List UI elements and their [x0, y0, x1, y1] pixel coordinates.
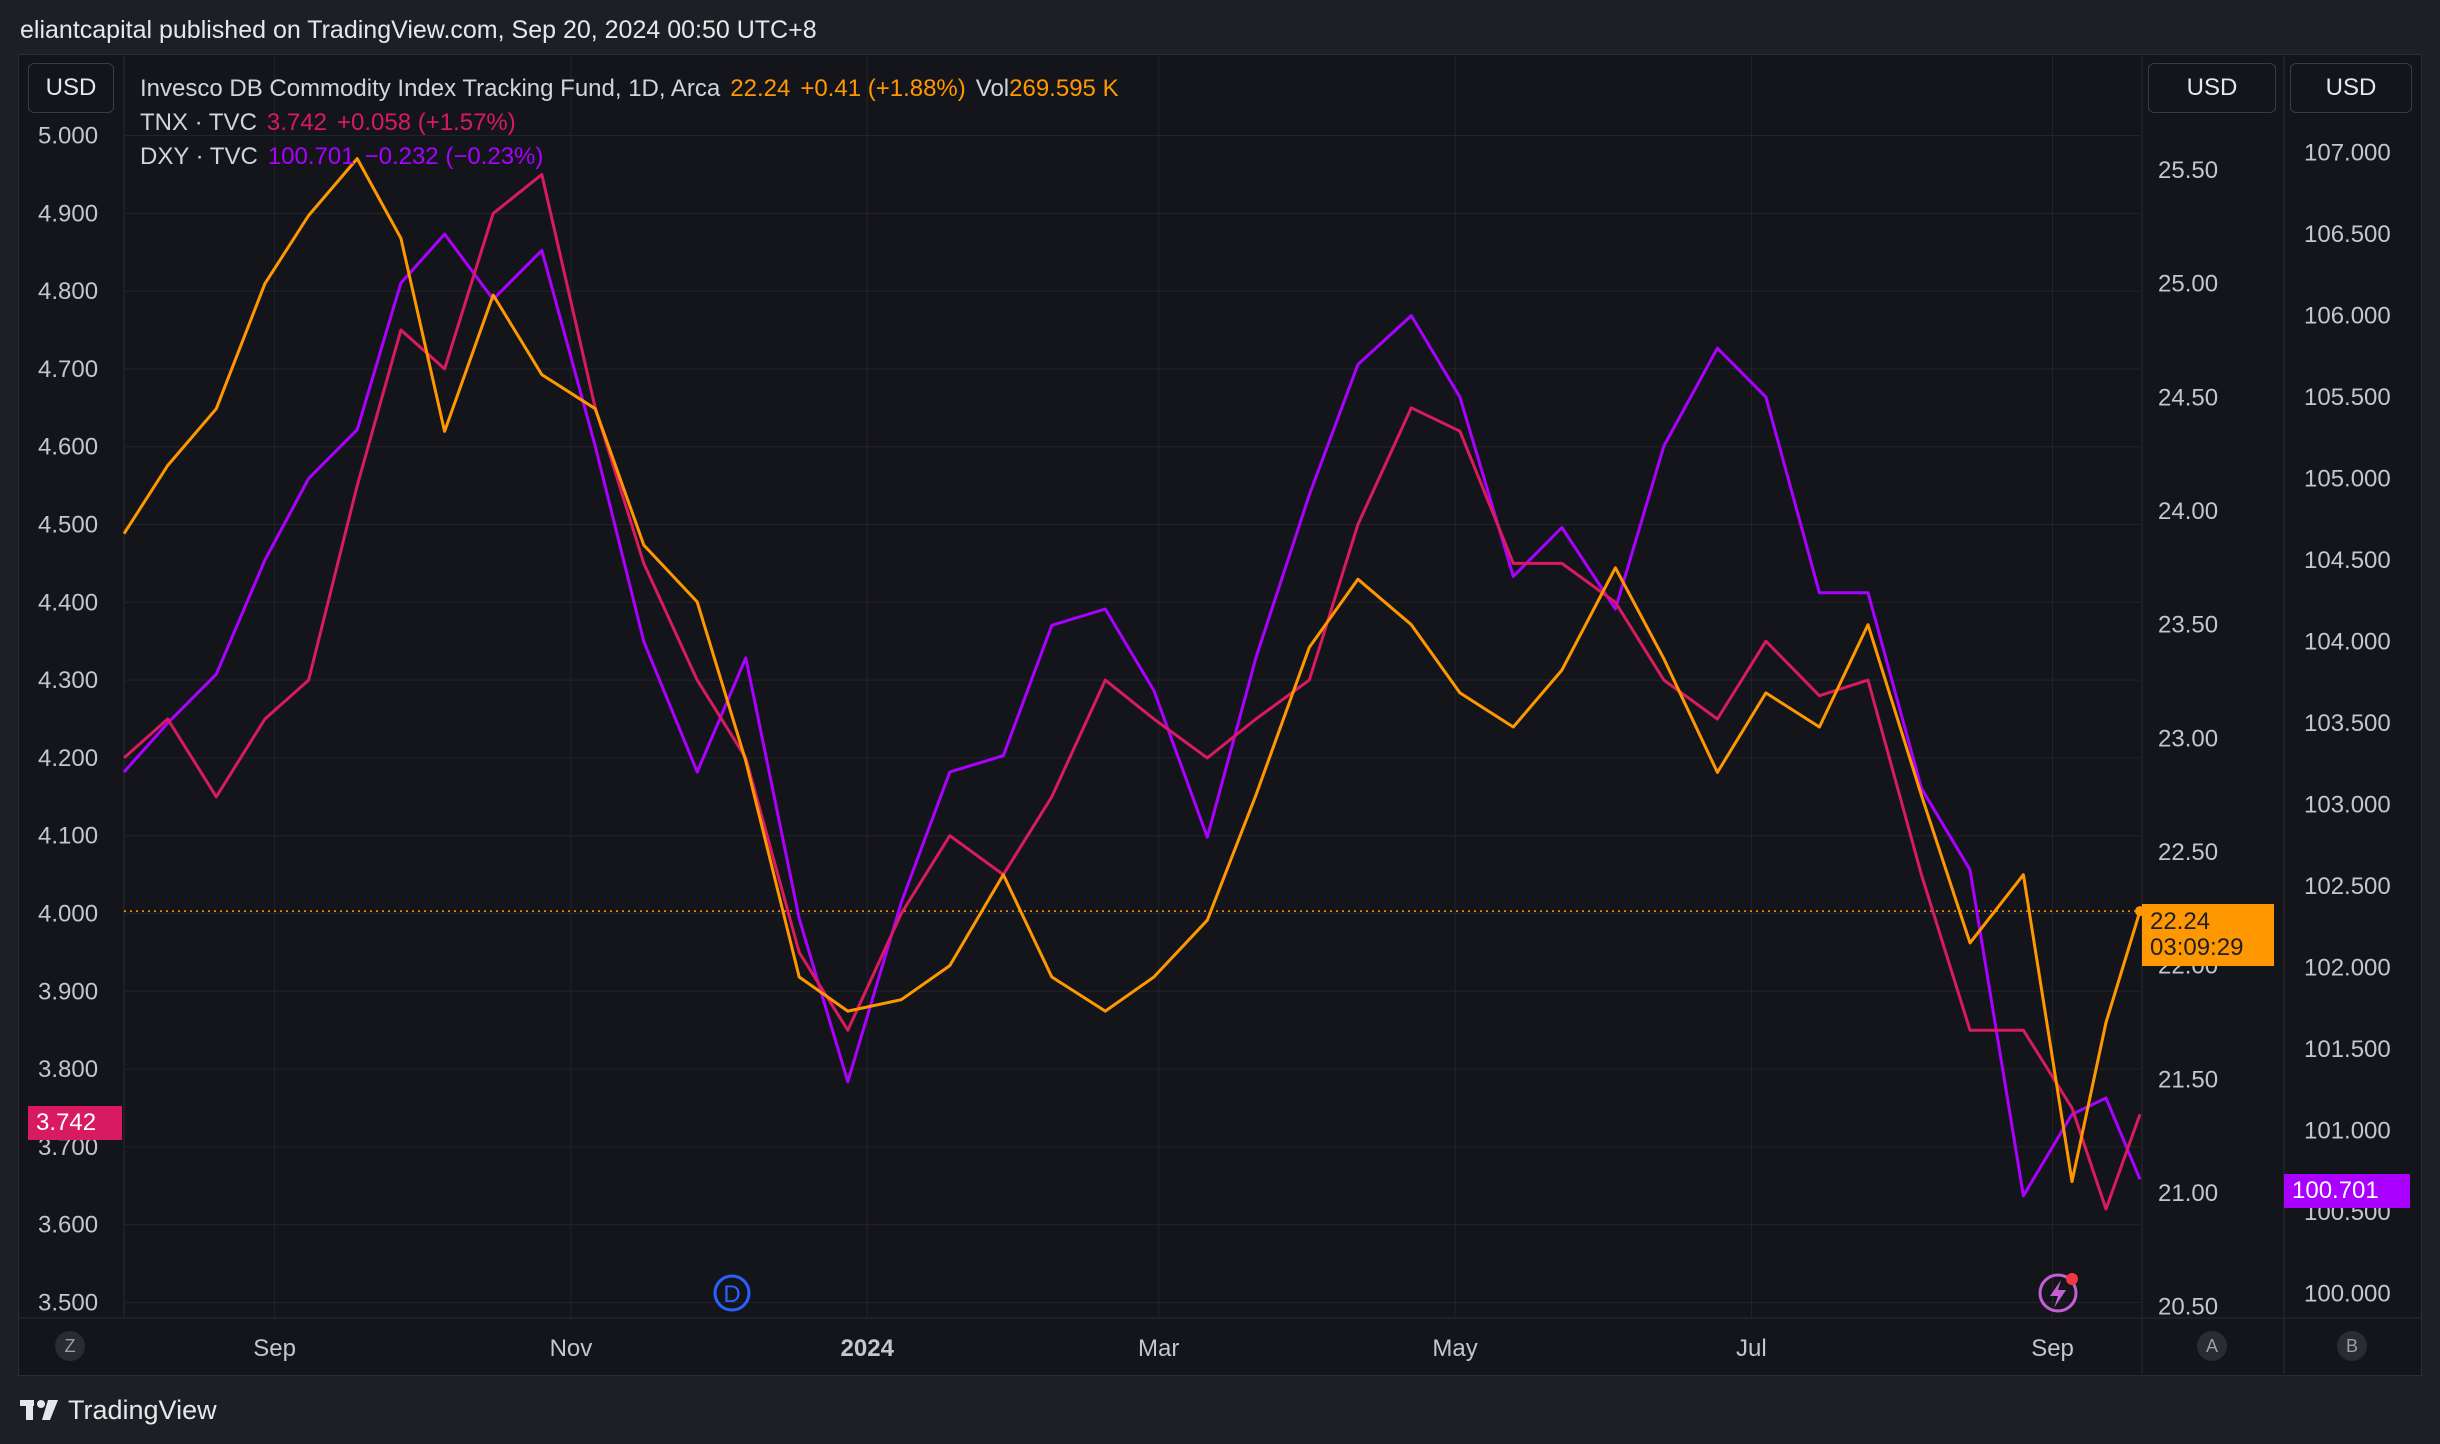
right-axis-1-tick-label: 22.50 — [2158, 839, 2218, 866]
right-axis-1-tick-label: 20.50 — [2158, 1294, 2218, 1321]
legend-dbc-name: Invesco DB Commodity Index Tracking Fund… — [140, 75, 721, 102]
legend-dxy-price: 100.701 — [267, 143, 355, 170]
dbc-price-badge: 22.24 03:09:29 — [2142, 904, 2274, 966]
x-axis-tick-label: Sep — [2031, 1335, 2074, 1362]
footer — [0, 1376, 2440, 1444]
series-lines[interactable] — [122, 157, 2145, 1211]
right-axis-2-tick-label: 103.000 — [2304, 792, 2391, 819]
legend-tnx-change: +0.058 (+1.57%) — [336, 109, 516, 136]
dividend-marker[interactable] — [713, 1274, 751, 1312]
series-line-dxy[interactable] — [122, 232, 2142, 1198]
right-axis-1-tick-label: 21.00 — [2158, 1180, 2218, 1207]
dividend-marker-label: D — [723, 1281, 740, 1308]
legend-dbc-change: +0.41 (+1.88%) — [800, 75, 966, 102]
left-axis-ticks[interactable]: 5.000 4.900 4.800 4.700 4.600 4.500 4.400 4.300… — [38, 123, 98, 1317]
right-axis-2-tick-label: 106.000 — [2304, 303, 2391, 330]
right-currency-button-1[interactable]: USD — [2148, 63, 2276, 113]
notification-dot — [2066, 1273, 2078, 1285]
right-axis-1-ticks[interactable]: 25.5025.0024.5024.0023.5023.0022.5022.00… — [2158, 157, 2218, 1321]
right-axis-2-tick-label: 103.500 — [2304, 710, 2391, 737]
left-axis-tick-label: 4.600 — [38, 434, 98, 461]
right-axis-2-tick-label: 107.000 — [2304, 140, 2391, 167]
right-axis-1-tick-label: 23.00 — [2158, 725, 2218, 752]
right-axis-2-tick-label: 101.000 — [2304, 1118, 2391, 1145]
x-axis-tick-label: 2024 — [841, 1335, 895, 1362]
axis-button-z[interactable]: Z — [55, 1331, 85, 1361]
right-axis-2-tick-label: 104.500 — [2304, 547, 2391, 574]
left-axis-tick-label: 4.100 — [38, 823, 98, 850]
legend-tnx-price: 3.742 — [266, 109, 327, 136]
legend-row-tnx[interactable]: TNX · TVC 3.742 +0.058 (+1.57%) — [140, 106, 1119, 140]
x-axis-tick-label: Sep — [253, 1335, 296, 1362]
dbc-badge-price: 22.24 — [2150, 908, 2211, 935]
lightning-marker[interactable] — [2038, 1273, 2078, 1313]
legend-dbc-price: 22.24 — [730, 75, 791, 102]
left-axis-tick-label: 3.900 — [38, 978, 98, 1005]
left-axis-tick-label: 4.000 — [38, 900, 98, 927]
right-axis-2-tick-label: 102.000 — [2304, 955, 2391, 982]
left-axis-tick-label: 3.500 — [38, 1289, 98, 1316]
left-axis-tick-label: 4.800 — [38, 278, 98, 305]
axis-button-b[interactable]: B — [2337, 1331, 2367, 1361]
x-axis-tick-label: May — [1432, 1335, 1477, 1362]
left-axis-tick-label: 4.700 — [38, 356, 98, 383]
right-axis-1-tick-label: 23.50 — [2158, 612, 2218, 639]
legend-tnx-name: TNX · TVC — [140, 109, 257, 136]
chart-markers[interactable]: D — [713, 1273, 2078, 1313]
tnx-price-badge: 3.742 — [28, 1106, 122, 1140]
tradingview-brand: TradingView — [68, 1394, 217, 1425]
left-axis-tick-label: 3.600 — [38, 1212, 98, 1239]
right-axis-1-tick-label: 25.00 — [2158, 271, 2218, 298]
right-currency-button-2[interactable]: USD — [2290, 63, 2412, 113]
dxy-price-badge: 100.701 — [2284, 1174, 2410, 1208]
x-axis-tick-label: Mar — [1138, 1335, 1179, 1362]
right-axis-2-tick-label: 101.500 — [2304, 1036, 2391, 1063]
series-line-dbc[interactable] — [122, 157, 2142, 1184]
tradingview-logo-icon — [20, 1400, 58, 1420]
right-axis-2-tick-label: 104.000 — [2304, 629, 2391, 656]
dbc-badge-countdown: 03:09:29 — [2150, 934, 2244, 961]
legend-vol-value: 269.595 K — [1009, 75, 1119, 102]
header: eliantcapital published on TradingView.c… — [0, 0, 2440, 54]
legend: Invesco DB Commodity Index Tracking Fund… — [140, 72, 1119, 174]
right-axis-2-tick-label: 102.500 — [2304, 873, 2391, 900]
legend-dxy-name: DXY · TVC — [140, 143, 258, 170]
left-axis-tick-label: 4.300 — [38, 667, 98, 694]
left-currency-button[interactable]: USD — [28, 63, 114, 113]
left-axis-tick-label: 5.000 — [38, 123, 98, 150]
left-axis-tick-label: 4.200 — [38, 745, 98, 772]
left-axis-tick-label: 3.800 — [38, 1056, 98, 1083]
right-axis-1-tick-label: 25.50 — [2158, 157, 2218, 184]
lightning-icon — [2050, 1280, 2066, 1308]
left-axis-tick-label: 4.900 — [38, 200, 98, 227]
right-axis-2-ticks[interactable]: 107.000 106.500 106.000 105.500 105.000 104.5… — [2304, 140, 2391, 1308]
right-axis-1-tick-label: 24.00 — [2158, 498, 2218, 525]
right-axis-2-tick-label: 105.000 — [2304, 466, 2391, 493]
publish-info: eliantcapital published on TradingView.c… — [20, 16, 817, 44]
right-axis-1-tick-label: 21.50 — [2158, 1066, 2218, 1093]
legend-vol-label: Vol — [975, 75, 1010, 102]
series-line-tnx[interactable] — [123, 173, 2142, 1211]
x-axis-tick-label: Jul — [1736, 1335, 1767, 1362]
x-axis-ticks[interactable]: Sep Nov 2024 Mar May Jul Sep — [253, 1335, 2074, 1362]
legend-row-dxy[interactable]: DXY · TVC 100.701 −0.232 (−0.23%) — [140, 140, 1119, 174]
legend-dxy-change: −0.232 (−0.23%) — [364, 143, 544, 170]
legend-row-dbc[interactable]: Invesco DB Commodity Index Tracking Fund… — [140, 72, 1119, 106]
right-axis-2-tick-label: 106.500 — [2304, 221, 2391, 248]
right-axis-2-tick-label: 105.500 — [2304, 384, 2391, 411]
tradingview-logo[interactable]: TradingView — [20, 1390, 217, 1430]
left-axis-tick-label: 4.400 — [38, 589, 98, 616]
x-axis-tick-label: Nov — [550, 1335, 593, 1362]
axis-separators — [18, 56, 2422, 1374]
left-axis-tick-label: 4.500 — [38, 512, 98, 539]
right-axis-1-tick-label: 24.50 — [2158, 384, 2218, 411]
axis-button-a[interactable]: A — [2197, 1331, 2227, 1361]
right-axis-2-tick-label: 100.000 — [2304, 1281, 2391, 1308]
chart-frame[interactable] — [18, 54, 2422, 1376]
